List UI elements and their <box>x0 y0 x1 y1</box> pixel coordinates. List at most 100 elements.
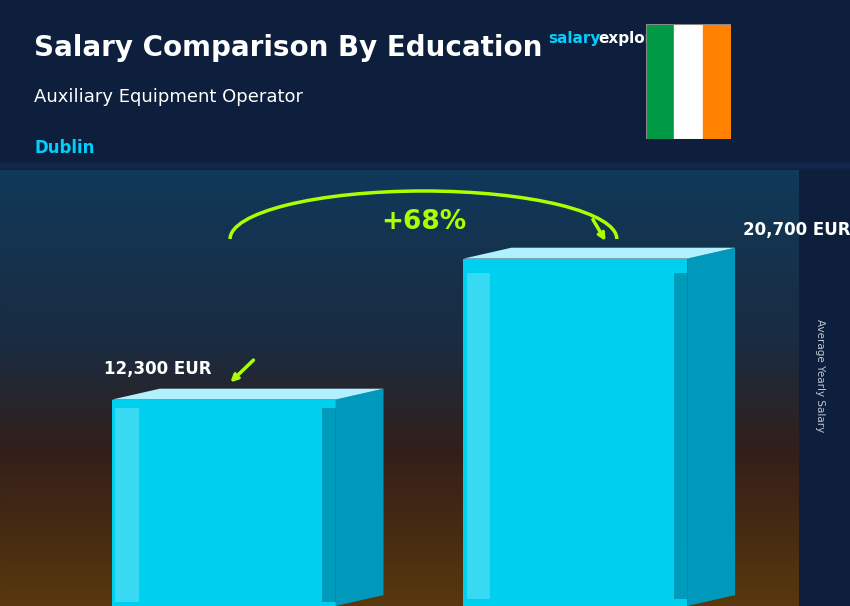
Bar <box>0 276 799 279</box>
Bar <box>0 164 850 168</box>
Bar <box>0 163 850 167</box>
Bar <box>0 499 799 501</box>
Bar <box>0 405 799 407</box>
Bar <box>0 164 850 168</box>
Bar <box>0 187 799 189</box>
Bar <box>0 414 799 416</box>
Bar <box>703 24 731 139</box>
Polygon shape <box>687 248 735 606</box>
Polygon shape <box>112 399 336 606</box>
Bar <box>0 327 799 329</box>
Bar <box>0 368 799 370</box>
Bar <box>0 285 799 287</box>
Bar <box>0 440 799 442</box>
Text: 20,700 EUR: 20,700 EUR <box>743 221 850 239</box>
Bar <box>0 172 799 174</box>
Bar <box>0 255 799 257</box>
Bar <box>0 418 799 421</box>
Bar <box>0 447 799 449</box>
Bar <box>0 227 799 228</box>
Bar <box>0 358 799 359</box>
Bar <box>0 164 850 167</box>
Polygon shape <box>463 259 687 606</box>
Bar <box>0 351 799 353</box>
Bar <box>0 170 799 172</box>
Bar <box>0 521 799 523</box>
Polygon shape <box>336 388 383 606</box>
Bar <box>0 165 850 168</box>
Bar <box>0 591 799 593</box>
Bar <box>0 246 799 248</box>
Bar <box>0 578 799 580</box>
Bar <box>0 231 799 233</box>
Bar <box>0 484 799 486</box>
Bar <box>0 176 799 178</box>
Bar <box>0 342 799 344</box>
Bar <box>0 205 799 207</box>
Bar <box>0 268 799 270</box>
Bar <box>0 253 799 255</box>
Bar <box>0 534 799 536</box>
Bar <box>0 189 799 191</box>
Bar <box>0 200 799 202</box>
Bar <box>0 196 799 198</box>
Bar <box>0 259 799 261</box>
Bar <box>0 233 799 235</box>
Bar <box>0 453 799 456</box>
Bar <box>0 336 799 338</box>
Text: Auxiliary Equipment Operator: Auxiliary Equipment Operator <box>34 88 303 106</box>
Bar <box>0 359 799 362</box>
Bar <box>0 602 799 604</box>
Bar <box>0 224 799 227</box>
Bar <box>0 407 799 410</box>
Bar <box>0 434 799 436</box>
Bar <box>0 468 799 471</box>
Bar <box>0 164 850 168</box>
Bar <box>0 479 799 482</box>
Bar <box>0 584 799 587</box>
Bar <box>0 183 799 185</box>
Bar <box>0 264 799 265</box>
Bar <box>0 166 850 170</box>
Bar <box>0 527 799 530</box>
Bar <box>0 164 850 168</box>
Polygon shape <box>674 273 687 599</box>
Bar <box>0 599 799 602</box>
Bar <box>0 209 799 211</box>
Bar <box>0 165 850 168</box>
Bar <box>0 164 850 167</box>
Bar <box>0 510 799 512</box>
Bar <box>0 436 799 438</box>
Bar <box>0 421 799 423</box>
Bar <box>0 554 799 556</box>
Bar <box>0 270 799 272</box>
Bar <box>0 163 850 167</box>
Polygon shape <box>463 248 735 259</box>
Bar <box>0 377 799 379</box>
Bar <box>0 238 799 239</box>
Bar <box>0 166 850 170</box>
Text: +68%: +68% <box>381 208 466 235</box>
Bar <box>0 316 799 318</box>
Bar <box>0 478 799 479</box>
Bar <box>0 431 799 434</box>
Bar <box>0 399 799 401</box>
Bar <box>0 445 799 447</box>
Bar <box>0 514 799 516</box>
Bar <box>0 166 850 170</box>
Bar <box>0 325 799 327</box>
Bar <box>0 331 799 333</box>
Bar <box>0 194 799 196</box>
Bar <box>0 362 799 364</box>
Bar <box>0 163 850 167</box>
Bar <box>0 166 850 170</box>
Bar <box>0 166 850 170</box>
Bar <box>0 462 799 464</box>
Bar <box>0 556 799 558</box>
Bar <box>0 523 799 525</box>
Bar <box>0 392 799 395</box>
Bar <box>0 532 799 534</box>
Bar <box>0 307 799 309</box>
Bar <box>0 473 799 475</box>
Bar <box>0 250 799 253</box>
